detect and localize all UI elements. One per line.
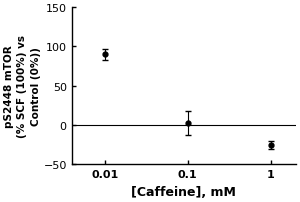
X-axis label: [Caffeine], mM: [Caffeine], mM bbox=[131, 185, 236, 198]
Y-axis label: pS2448 mTOR
(% SCF (100%) vs
Control (0%)): pS2448 mTOR (% SCF (100%) vs Control (0%… bbox=[4, 35, 41, 138]
